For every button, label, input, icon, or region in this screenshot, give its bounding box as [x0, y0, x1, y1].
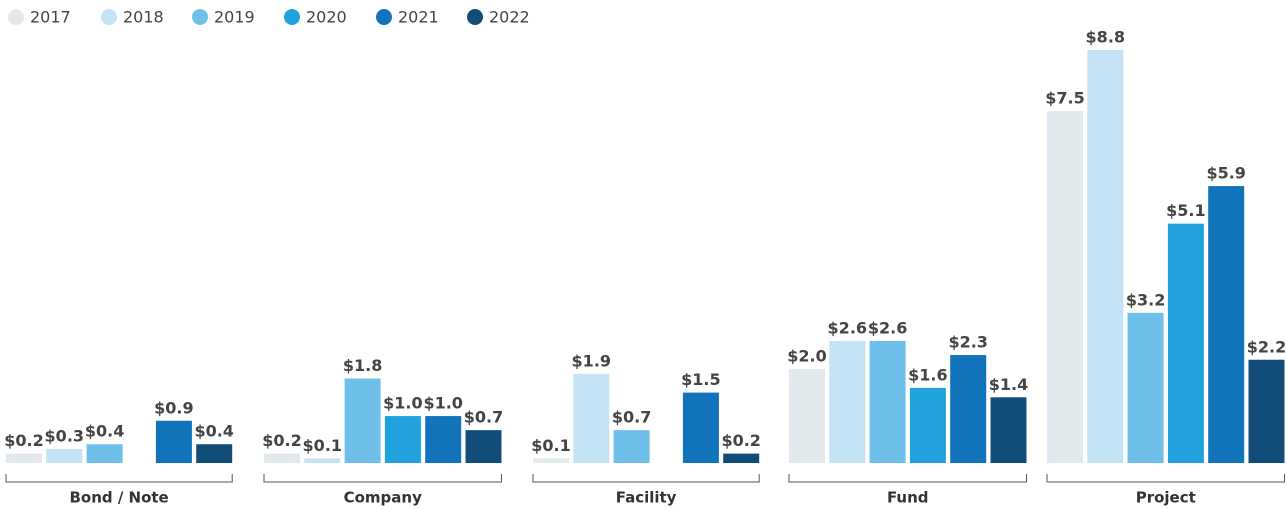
value-label: $2.2 [1247, 337, 1286, 356]
value-label: $0.4 [85, 422, 124, 441]
bar [344, 378, 381, 463]
bar [613, 430, 650, 463]
bar [6, 453, 42, 463]
bar [46, 448, 83, 463]
legend-swatch [284, 9, 300, 25]
bar [533, 458, 569, 463]
group-bracket [788, 474, 1027, 483]
value-label: $2.6 [868, 318, 907, 337]
bar [1208, 186, 1245, 463]
bar [990, 397, 1027, 463]
bar [155, 420, 192, 463]
bar [86, 444, 123, 463]
value-label: $0.3 [45, 426, 84, 445]
bar [723, 453, 760, 463]
group-bracket [1046, 474, 1285, 483]
legend-swatch [192, 9, 208, 25]
legend-label: 2021 [398, 8, 439, 27]
value-label: $8.8 [1086, 28, 1125, 47]
bar [264, 453, 300, 463]
group-bracket [263, 474, 502, 483]
value-label: $0.7 [464, 408, 503, 427]
legend-swatch [101, 9, 117, 25]
legend-label: 2019 [214, 8, 255, 27]
x-tick-label: Bond / Note [69, 489, 168, 507]
group-bracket [5, 474, 233, 483]
value-label: $0.1 [303, 436, 342, 455]
value-label: $1.6 [908, 365, 947, 384]
bar [1047, 111, 1083, 464]
value-label: $1.0 [383, 394, 422, 413]
legend-swatch [376, 9, 392, 25]
value-label: $1.9 [572, 351, 611, 370]
bar [425, 416, 462, 463]
value-label: $7.5 [1045, 89, 1084, 108]
x-tick-label: Project [1136, 489, 1196, 507]
bar [869, 340, 906, 463]
x-tick-label: Company [344, 489, 422, 507]
value-label: $5.1 [1166, 201, 1205, 220]
bar [384, 416, 421, 463]
value-label: $0.2 [721, 431, 760, 450]
legend-swatch [467, 9, 483, 25]
legend-label: 2018 [123, 8, 164, 27]
x-tick-label: Facility [616, 489, 677, 507]
bar [682, 392, 719, 463]
value-label: $1.8 [343, 356, 382, 375]
x-tick-label: Fund [887, 489, 929, 507]
value-label: $1.0 [423, 394, 462, 413]
bar [465, 430, 502, 463]
value-label: $0.2 [262, 431, 301, 450]
value-label: $2.3 [948, 333, 987, 352]
value-label: $2.6 [828, 318, 867, 337]
bar [1127, 312, 1164, 463]
value-label: $0.9 [154, 398, 193, 417]
legend-label: 2017 [30, 8, 71, 27]
value-label: $1.4 [989, 375, 1028, 394]
bar [789, 369, 825, 463]
value-label: $2.0 [787, 347, 826, 366]
value-label: $3.2 [1126, 290, 1165, 309]
group-bracket [532, 474, 760, 483]
bar [196, 444, 233, 463]
bar [1087, 50, 1124, 463]
value-label: $0.7 [612, 408, 651, 427]
bar [1167, 223, 1204, 463]
value-label: $0.2 [4, 431, 43, 450]
legend-label: 2022 [489, 8, 530, 27]
bar [1248, 359, 1285, 463]
bar [950, 355, 987, 463]
bar [304, 458, 341, 463]
value-label: $0.4 [194, 422, 233, 441]
value-label: $5.9 [1206, 164, 1245, 183]
bar [573, 373, 610, 463]
value-label: $0.1 [531, 436, 570, 455]
legend-label: 2020 [306, 8, 347, 27]
legend-swatch [8, 9, 24, 25]
bar [829, 340, 866, 463]
value-label: $1.5 [681, 370, 720, 389]
bar [909, 387, 946, 463]
